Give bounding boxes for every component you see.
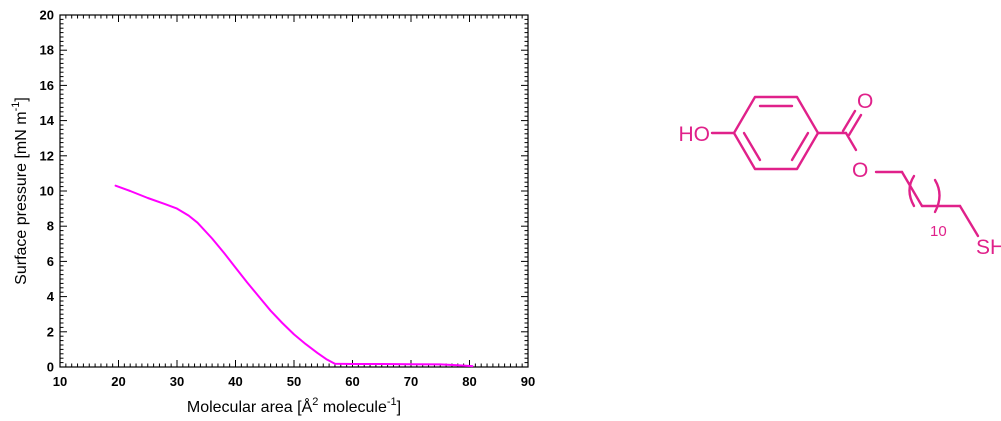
repeat-count-label: 10	[930, 223, 947, 240]
y-tick-label: 2	[47, 324, 54, 339]
x-axis-label: Molecular area [Å2 molecule-1]	[187, 396, 401, 416]
pressure-area-chart: 10 20 30 40 50 60 70 80 90 0 2 4 6 8 10 12 14 16 18 20 Mol…	[10, 8, 535, 417]
repeat-bracket-left	[908, 174, 916, 208]
y-axis-tick-labels: 0 2 4 6 8 10 12 14 16 18 20	[40, 8, 55, 375]
chain-bond-4	[958, 204, 980, 238]
y-tick-label: 4	[47, 289, 55, 304]
x-tick-label: 90	[521, 374, 535, 389]
x-tick-label: 30	[170, 374, 184, 389]
isotherm-line	[114, 184, 474, 368]
carbonyl-double-bond-a	[841, 109, 857, 133]
carbonyl-oxygen-label: O	[857, 90, 873, 113]
y-tick-label: 14	[40, 113, 55, 128]
x-tick-label: 40	[228, 374, 242, 389]
y-tick-label: 20	[40, 8, 54, 23]
hydroxyl-label: HO	[679, 123, 711, 146]
y-axis-label: Surface pressure [mN m-1]	[10, 97, 30, 285]
y-tick-label: 10	[40, 184, 54, 199]
benzene-ring	[732, 95, 820, 171]
y-tick-label: 16	[40, 78, 54, 93]
y-tick-label: 0	[47, 360, 54, 375]
carbonyl-double-bond-b	[847, 113, 863, 137]
y-tick-label: 6	[47, 254, 54, 269]
x-tick-label: 80	[462, 374, 476, 389]
thiol-label: SH	[976, 236, 1001, 259]
x-axis-tick-labels: 10 20 30 40 50 60 70 80 90	[53, 374, 535, 389]
y-tick-label: 18	[40, 43, 54, 58]
chain-bond-2	[900, 170, 924, 208]
ester-bond	[844, 131, 858, 152]
molecule-labels: HO O O 10 SH	[679, 90, 1001, 259]
y-axis-ticks	[60, 14, 528, 368]
x-tick-label: 70	[404, 374, 418, 389]
x-tick-label: 10	[53, 374, 67, 389]
x-tick-label: 20	[111, 374, 125, 389]
x-tick-label: 50	[287, 374, 301, 389]
repeat-bracket-right	[933, 178, 941, 214]
y-tick-label: 12	[40, 148, 54, 163]
x-tick-label: 60	[345, 374, 359, 389]
ring-double-bond-2	[790, 131, 810, 162]
ring-double-bond-3	[742, 131, 762, 162]
ester-oxygen-label: O	[852, 159, 868, 182]
molecule-structure	[710, 95, 980, 238]
y-tick-label: 8	[47, 219, 54, 234]
series-layer	[114, 184, 474, 368]
